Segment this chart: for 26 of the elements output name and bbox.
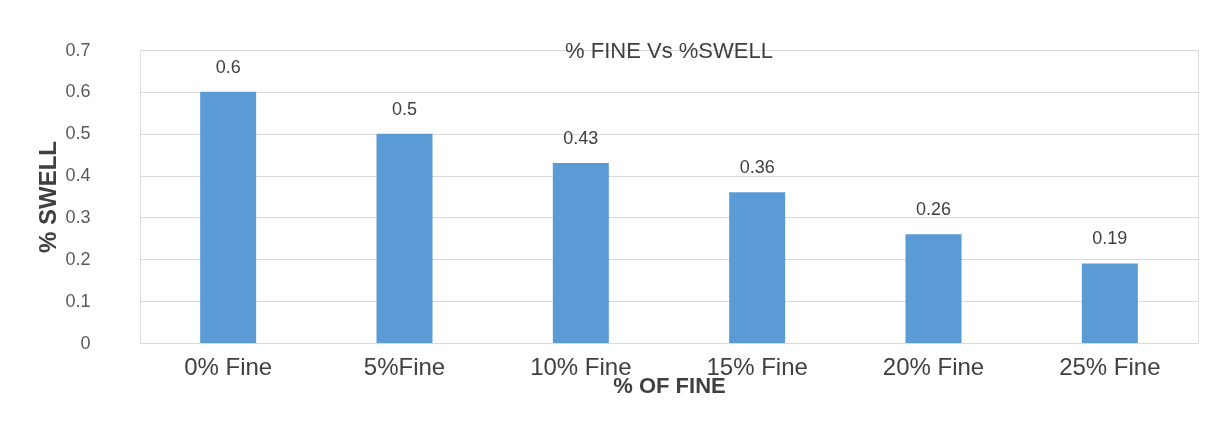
- bar: [905, 234, 962, 343]
- bar: [200, 91, 257, 343]
- y-tick-label: 0.3: [65, 206, 91, 227]
- chart-title: % FINE Vs %SWELL: [565, 38, 773, 63]
- data-label: 0.43: [563, 128, 599, 149]
- data-label: 0.6: [215, 56, 241, 77]
- y-tick-label: 0: [80, 332, 91, 353]
- bar: [1081, 263, 1138, 343]
- data-label: 0.19: [1092, 228, 1128, 249]
- bar: [729, 192, 786, 343]
- y-tick-label: 0.6: [65, 81, 91, 102]
- data-label: 0.36: [739, 157, 775, 178]
- bar: [552, 163, 609, 343]
- data-label: 0.5: [391, 98, 418, 119]
- bar: [376, 133, 433, 343]
- x-tick-label: 0% Fine: [184, 352, 273, 380]
- x-tick-label: 25% Fine: [1059, 352, 1161, 380]
- y-axis-title: % SWELL: [34, 141, 62, 253]
- y-tick-label: 0.7: [65, 39, 91, 60]
- x-tick-label: 20% Fine: [882, 352, 985, 380]
- y-tick-label: 0.2: [65, 248, 91, 269]
- y-tick-label: 0.5: [65, 123, 91, 144]
- y-tick-label: 0.4: [65, 165, 91, 186]
- x-tick-label: 5%Fine: [363, 352, 446, 380]
- y-tick-label: 0.1: [65, 290, 91, 311]
- data-label: 0.26: [915, 199, 952, 220]
